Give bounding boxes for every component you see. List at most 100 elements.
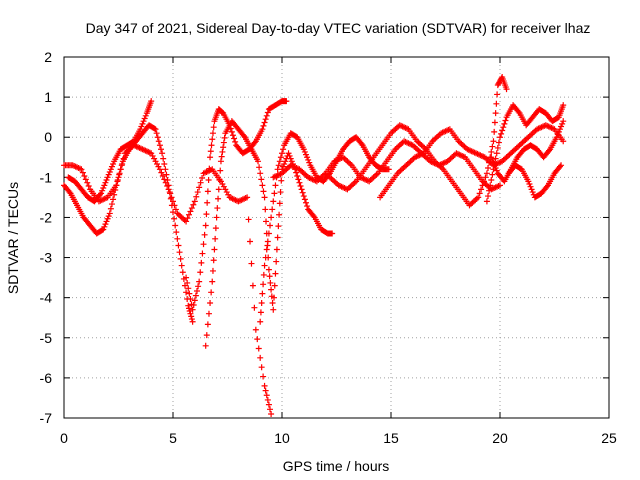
data-point xyxy=(193,287,200,294)
data-point xyxy=(117,166,124,173)
data-point xyxy=(488,148,495,155)
data-point xyxy=(492,155,499,162)
data-point xyxy=(271,190,278,197)
data-point xyxy=(194,189,201,196)
data-point xyxy=(159,150,166,157)
data-point xyxy=(482,174,489,181)
data-point xyxy=(209,136,216,143)
data-point xyxy=(264,396,271,403)
data-point xyxy=(102,221,109,228)
data-point xyxy=(494,91,501,98)
data-point xyxy=(207,154,214,161)
data-point xyxy=(218,153,225,160)
data-points xyxy=(61,74,567,417)
data-point xyxy=(205,177,212,184)
data-point xyxy=(268,410,275,417)
data-point xyxy=(188,313,195,320)
y-tick-label: 1 xyxy=(44,89,52,105)
data-point xyxy=(276,200,283,207)
data-point xyxy=(262,116,269,123)
data-point xyxy=(543,183,550,190)
data-point xyxy=(232,138,239,145)
data-point xyxy=(98,190,105,197)
data-point xyxy=(261,119,268,126)
data-point xyxy=(259,126,266,133)
plot-frame xyxy=(63,56,610,419)
data-point xyxy=(261,194,268,201)
data-point xyxy=(273,258,280,265)
x-tick-label: 10 xyxy=(274,430,290,446)
data-point xyxy=(202,342,209,349)
data-point xyxy=(503,86,510,93)
data-point xyxy=(183,218,190,225)
data-point xyxy=(264,109,271,116)
data-point xyxy=(490,159,497,166)
data-point xyxy=(165,186,172,193)
data-point xyxy=(192,292,199,299)
data-point xyxy=(220,144,227,151)
data-point xyxy=(271,282,278,289)
data-point xyxy=(255,158,262,165)
data-point xyxy=(273,246,280,253)
data-point xyxy=(215,186,222,193)
data-point xyxy=(120,155,127,162)
data-point xyxy=(264,238,271,245)
data-point xyxy=(525,178,532,185)
data-point xyxy=(114,177,121,184)
data-point xyxy=(270,306,277,313)
data-point xyxy=(170,209,176,216)
series-arc-7 xyxy=(270,138,503,193)
data-point xyxy=(247,238,254,245)
data-point xyxy=(214,205,221,212)
data-point xyxy=(260,188,267,195)
data-point xyxy=(305,156,312,163)
data-point xyxy=(137,126,144,133)
data-point xyxy=(101,223,108,230)
data-point xyxy=(204,188,211,195)
data-point xyxy=(206,165,213,172)
data-point xyxy=(164,183,171,190)
data-point xyxy=(103,177,110,184)
data-point xyxy=(297,183,304,190)
data-point xyxy=(258,176,265,183)
data-point xyxy=(493,150,500,157)
data-point xyxy=(193,193,200,200)
series-arc-10 xyxy=(483,102,567,205)
data-point xyxy=(79,169,86,176)
data-point xyxy=(212,225,219,232)
data-point xyxy=(476,190,483,197)
data-point xyxy=(249,282,256,289)
y-tick-label: -1 xyxy=(40,169,53,185)
data-point xyxy=(558,162,565,169)
data-point xyxy=(207,148,214,155)
data-point xyxy=(481,178,488,185)
data-point xyxy=(265,266,272,273)
data-point xyxy=(197,269,204,276)
data-point xyxy=(217,158,224,165)
x-tick-label: 5 xyxy=(169,430,177,446)
data-point xyxy=(486,187,493,194)
data-point xyxy=(475,194,482,201)
data-point xyxy=(268,286,275,293)
data-point xyxy=(261,382,268,389)
data-point xyxy=(141,115,148,122)
data-point xyxy=(116,171,123,178)
data-point xyxy=(106,168,113,175)
data-point xyxy=(276,158,283,165)
data-point xyxy=(207,300,214,307)
data-point xyxy=(287,155,294,162)
data-point xyxy=(168,194,175,201)
y-tick-label: -7 xyxy=(40,410,53,426)
data-point xyxy=(213,214,220,221)
data-point xyxy=(294,172,301,179)
data-point xyxy=(275,223,282,230)
data-point xyxy=(329,230,336,237)
data-point xyxy=(499,127,506,134)
data-point xyxy=(176,249,183,256)
data-point xyxy=(485,193,492,200)
data-point xyxy=(490,138,497,145)
data-point xyxy=(158,169,165,176)
data-point xyxy=(100,185,107,192)
data-point xyxy=(183,274,190,281)
data-point xyxy=(283,98,290,105)
